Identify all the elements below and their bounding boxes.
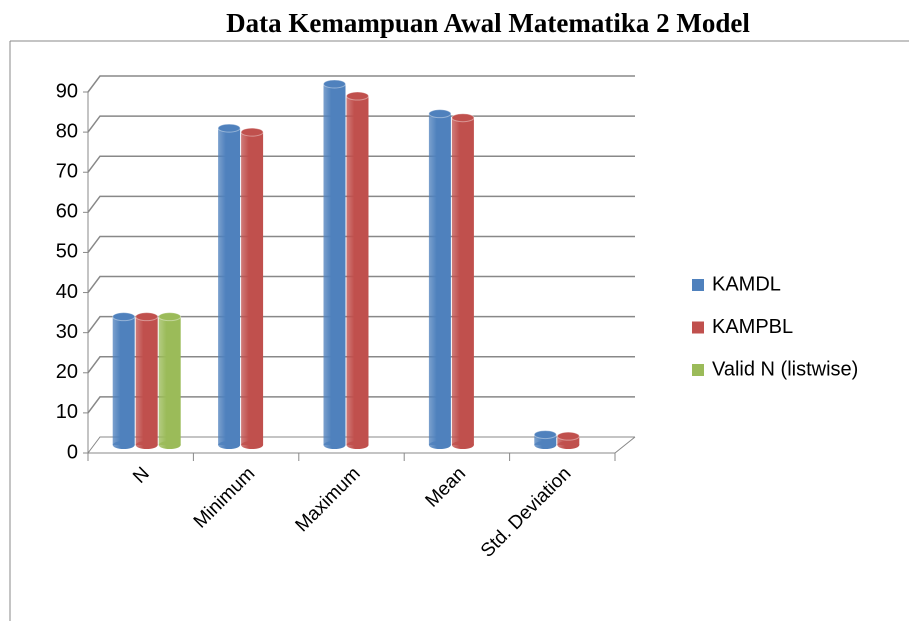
y-tick-label: 70 [56, 161, 78, 183]
bar [323, 79, 346, 449]
bar [135, 312, 159, 449]
grid-line [87, 75, 635, 93]
y-tick-label: 20 [56, 361, 78, 383]
x-tick-label: Minimum [190, 463, 259, 532]
bar [217, 123, 241, 449]
x-tick-label: Maximum [292, 463, 365, 536]
bar [240, 127, 264, 449]
bar [533, 430, 557, 449]
y-tick-label: 90 [56, 80, 78, 102]
legend-swatch [692, 321, 704, 334]
x-tick-label: Mean [422, 463, 470, 511]
x-tick-label: Std. Deviation [477, 463, 575, 561]
bar [346, 91, 369, 449]
legend-swatch [692, 364, 704, 376]
bar [428, 109, 452, 449]
legend-label: KAMPBL [712, 316, 793, 338]
y-tick-label: 30 [56, 321, 78, 343]
y-tick-label: 50 [56, 241, 78, 263]
bar [556, 431, 580, 449]
legend-label: KAMDL [712, 273, 781, 295]
bar [451, 113, 475, 449]
bar [112, 312, 136, 449]
y-tick-label: 80 [56, 120, 78, 142]
legend-label: Valid N (listwise) [712, 358, 858, 380]
legend-swatch [692, 279, 704, 291]
y-tick-label: 10 [56, 401, 78, 423]
y-tick-label: 60 [56, 201, 78, 223]
y-tick-label: 0 [67, 441, 78, 463]
y-tick-label: 40 [56, 281, 78, 303]
bar [158, 312, 182, 449]
chart-title: Data Kemampuan Awal Matematika 2 Model [226, 8, 750, 38]
x-tick-label: N [129, 463, 154, 488]
